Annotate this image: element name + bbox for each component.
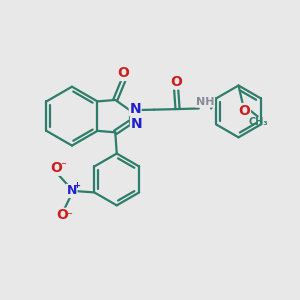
Text: ⁻: ⁻ bbox=[60, 161, 66, 171]
Text: O: O bbox=[238, 103, 250, 118]
Text: N: N bbox=[129, 102, 141, 116]
Text: +: + bbox=[73, 181, 80, 190]
Text: O: O bbox=[170, 75, 182, 89]
Text: O: O bbox=[56, 208, 68, 222]
Text: O: O bbox=[50, 161, 62, 175]
Text: N: N bbox=[130, 117, 142, 131]
Text: NH: NH bbox=[196, 97, 214, 107]
Text: N: N bbox=[67, 184, 77, 197]
Text: O: O bbox=[118, 66, 130, 80]
Text: ⁻: ⁻ bbox=[66, 211, 72, 221]
Text: CH₃: CH₃ bbox=[248, 117, 268, 127]
